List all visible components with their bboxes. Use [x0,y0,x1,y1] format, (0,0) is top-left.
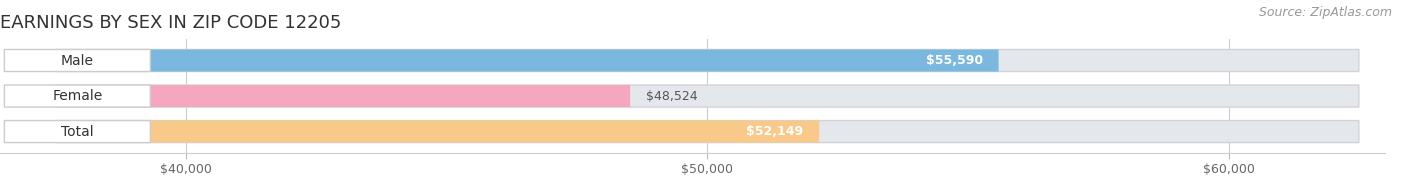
Text: Source: ZipAtlas.com: Source: ZipAtlas.com [1258,6,1392,19]
FancyBboxPatch shape [4,50,150,72]
Text: Total: Total [60,125,94,139]
FancyBboxPatch shape [55,85,630,107]
Text: $52,149: $52,149 [747,125,804,138]
Text: Female: Female [52,89,103,103]
FancyBboxPatch shape [55,85,1358,107]
Text: EARNINGS BY SEX IN ZIP CODE 12205: EARNINGS BY SEX IN ZIP CODE 12205 [0,14,342,32]
Text: Male: Male [60,54,94,67]
Text: $48,524: $48,524 [645,90,697,103]
FancyBboxPatch shape [55,121,1358,142]
Text: $55,590: $55,590 [925,54,983,67]
FancyBboxPatch shape [4,121,150,142]
FancyBboxPatch shape [55,50,998,72]
FancyBboxPatch shape [55,121,820,142]
FancyBboxPatch shape [55,50,1358,72]
FancyBboxPatch shape [4,85,150,107]
